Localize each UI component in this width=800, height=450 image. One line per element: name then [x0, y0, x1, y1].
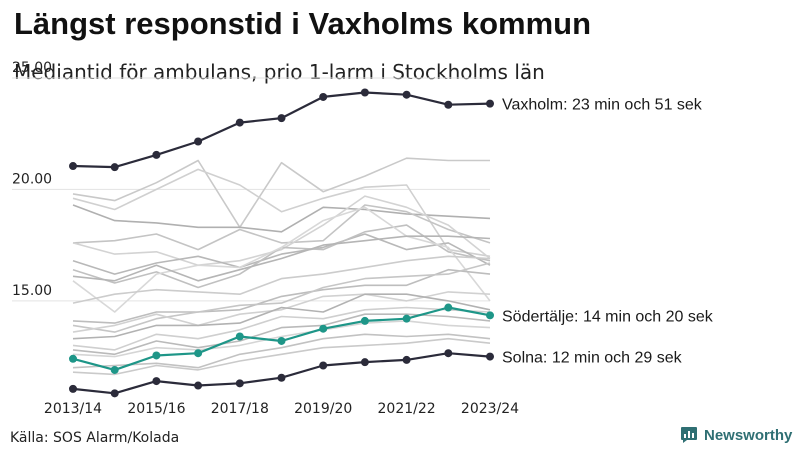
background-series-line-1 [72, 204, 491, 233]
series-point-0 [444, 100, 453, 109]
background-series-line-9 [72, 255, 491, 304]
highlighted-series [69, 88, 494, 398]
background-series-line-4 [72, 195, 491, 267]
source-note: Källa: SOS Alarm/Kolada [10, 430, 180, 446]
series-point-0 [235, 118, 244, 127]
series-label-2: Solna: 12 min och 29 sek [502, 350, 683, 367]
y-axis-tick-labels: 15.00 20.00 25.00 [12, 60, 52, 299]
series-point-2 [235, 379, 244, 388]
series-line-0 [72, 91, 491, 169]
series-point-1 [360, 316, 369, 325]
series-point-2 [360, 358, 369, 367]
x-tick-label: 2019/20 [294, 401, 352, 417]
series-point-2 [194, 381, 203, 390]
series-point-2 [444, 349, 453, 358]
series-label-0: Vaxholm: 23 min och 51 sek [502, 97, 703, 114]
series-point-2 [69, 384, 77, 393]
series-point-0 [360, 88, 369, 97]
newsworthy-logo-icon [681, 427, 697, 443]
x-tick-label: 2013/14 [44, 401, 102, 417]
series-point-2 [152, 377, 161, 386]
y-tick-label: 25.00 [12, 60, 52, 76]
background-series-line-7 [72, 206, 491, 313]
series-point-1 [486, 311, 494, 320]
background-series-line-14 [72, 306, 491, 351]
series-point-1 [277, 336, 286, 345]
background-series-line-10 [72, 268, 491, 324]
background-series-line-12 [72, 291, 491, 333]
background-series-line-3 [72, 204, 491, 251]
background-series-line-0 [72, 157, 490, 229]
series-point-0 [152, 150, 161, 159]
series-point-0 [486, 99, 494, 108]
chart-title: Längst responstid i Vaxholms kommun [14, 6, 592, 41]
series-point-1 [444, 303, 453, 312]
series-point-2 [110, 389, 119, 398]
background-series-line-8 [72, 235, 491, 282]
background-series-line-11 [72, 262, 491, 333]
series-point-0 [110, 163, 119, 172]
x-tick-label: 2015/16 [127, 401, 185, 417]
series-point-0 [69, 162, 77, 171]
background-series-line-17 [72, 333, 491, 369]
x-tick-label: 2017/18 [211, 401, 269, 417]
series-point-1 [235, 332, 244, 341]
series-point-1 [319, 324, 328, 333]
series-line-2 [72, 352, 491, 395]
series-point-2 [402, 355, 411, 364]
series-point-1 [194, 349, 203, 358]
series-point-1 [110, 365, 119, 374]
y-tick-label: 20.00 [12, 171, 52, 187]
series-point-0 [319, 92, 328, 101]
series-point-1 [402, 314, 411, 323]
background-series-line-5 [72, 233, 491, 275]
x-tick-label: 2021/22 [378, 401, 436, 417]
background-series-line-2 [72, 168, 491, 258]
y-tick-label: 15.00 [12, 283, 52, 299]
chart-subtitle: Mediantid för ambulans, prio 1-larm i St… [14, 60, 545, 84]
series-point-1 [69, 354, 77, 363]
series-point-0 [194, 137, 203, 146]
x-tick-label: 2023/24 [461, 401, 519, 417]
series-point-0 [402, 90, 411, 99]
series-point-2 [486, 352, 494, 361]
brand-name: Newsworthy [704, 426, 793, 444]
series-label-1: Södertälje: 14 min och 20 sek [502, 308, 714, 325]
series-point-1 [152, 351, 161, 360]
background-series-line-13 [72, 293, 491, 340]
series-point-2 [319, 361, 328, 370]
x-axis-tick-labels: 2013/14 2015/16 2017/18 2019/20 2021/22 2023/… [44, 401, 519, 417]
background-series [72, 157, 491, 376]
brand-logo: Newsworthy [680, 426, 792, 444]
background-series-line-18 [72, 337, 491, 376]
series-point-2 [277, 373, 286, 382]
background-series-line-16 [72, 320, 491, 358]
series-point-0 [277, 114, 286, 123]
series-labels: Vaxholm: 23 min och 51 sek Södertälje: 14… [502, 97, 714, 367]
